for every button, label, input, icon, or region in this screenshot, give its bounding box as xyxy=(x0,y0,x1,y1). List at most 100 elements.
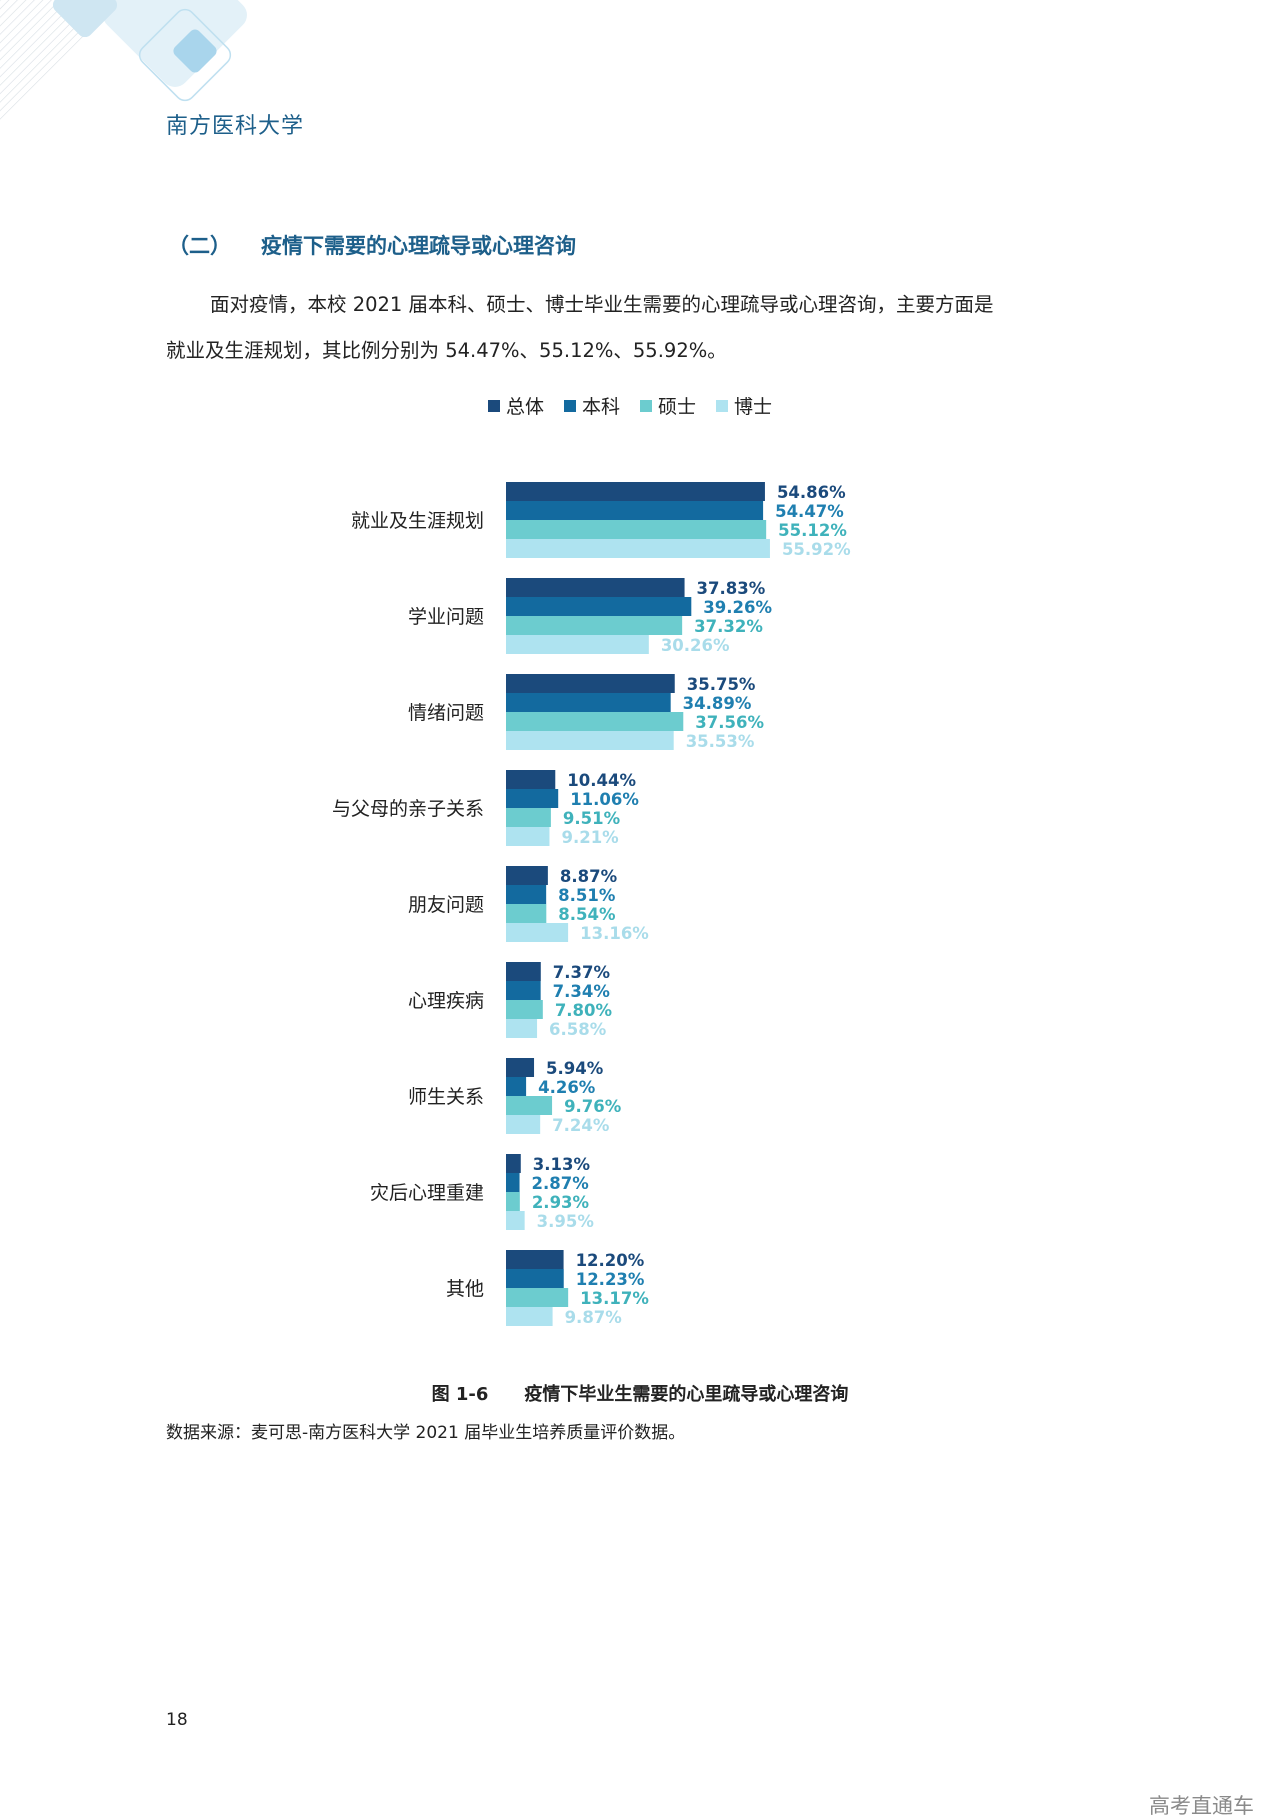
category-label: 师生关系 xyxy=(408,1086,484,1108)
bar-group: 就业及生涯规划 54.86%54.47%55.12%55.92% xyxy=(351,482,851,559)
bar-group: 师生关系 5.94%4.26%9.76%7.24% xyxy=(408,1058,622,1135)
data-label: 7.24% xyxy=(552,1116,610,1135)
data-label: 9.87% xyxy=(565,1308,623,1327)
data-label: 54.47% xyxy=(775,502,844,521)
bar-group: 灾后心理重建 3.13%2.87%2.93%3.95% xyxy=(370,1154,594,1231)
bar xyxy=(506,712,684,731)
bar xyxy=(506,520,767,539)
data-label: 2.87% xyxy=(532,1174,590,1193)
school-name: 南方医科大学 xyxy=(166,114,305,139)
legend-label: 总体 xyxy=(506,396,545,418)
bar xyxy=(506,1173,520,1192)
data-label: 55.92% xyxy=(782,540,851,559)
data-label: 7.37% xyxy=(553,963,611,982)
data-label: 37.83% xyxy=(697,579,766,598)
legend-item-overall: 总体 xyxy=(488,392,544,419)
data-label: 37.56% xyxy=(695,713,764,732)
intro-paragraph: 面对疫情，本校 2021 届本科、硕士、博士毕业生需要的心理疏导或心理咨询，主要… xyxy=(166,282,1126,374)
bar xyxy=(506,962,541,981)
data-label: 11.06% xyxy=(570,790,639,809)
section-title: 疫情下需要的心理疏导或心理咨询 xyxy=(261,234,576,258)
bar xyxy=(506,1211,525,1230)
bar xyxy=(506,885,547,904)
bar xyxy=(506,578,685,597)
data-label: 54.86% xyxy=(777,483,846,502)
bar-group: 情绪问题 35.75%34.89%37.56%35.53% xyxy=(408,674,764,751)
data-label: 35.75% xyxy=(687,675,756,694)
bar xyxy=(506,770,556,789)
legend-item-undergrad: 本科 xyxy=(564,392,620,419)
data-label: 7.80% xyxy=(555,1001,613,1020)
figure-number: 图 1-6 xyxy=(431,1384,489,1405)
legend-swatch xyxy=(564,399,577,412)
bar-group: 与父母的亲子关系 10.44%11.06%9.51%9.21% xyxy=(332,770,639,847)
data-label: 12.23% xyxy=(576,1270,645,1289)
category-label: 就业及生涯规划 xyxy=(351,510,484,532)
bar xyxy=(506,635,649,654)
bar xyxy=(506,866,548,885)
data-label: 3.13% xyxy=(533,1155,591,1174)
bar-group: 心理疾病 7.37%7.34%7.80%6.58% xyxy=(408,962,613,1039)
bar xyxy=(506,616,683,635)
category-label: 心理疾病 xyxy=(408,990,484,1012)
category-label: 灾后心理重建 xyxy=(370,1182,484,1204)
data-label: 2.93% xyxy=(532,1193,590,1212)
chart-legend: 总体 本科 硕士 博士 xyxy=(488,392,772,419)
data-label: 4.26% xyxy=(538,1078,596,1097)
bar xyxy=(506,674,675,693)
data-label: 9.21% xyxy=(561,828,619,847)
bar xyxy=(506,904,547,923)
data-label: 7.34% xyxy=(553,982,611,1001)
data-label: 35.53% xyxy=(686,732,755,751)
bar xyxy=(506,1307,553,1326)
bar xyxy=(506,501,764,520)
data-label: 8.54% xyxy=(558,905,616,924)
data-label: 39.26% xyxy=(703,598,772,617)
bar xyxy=(506,1154,521,1173)
bar xyxy=(506,1115,541,1134)
category-label: 学业问题 xyxy=(408,606,484,628)
bar xyxy=(506,539,770,558)
corner-decoration xyxy=(0,0,247,120)
data-label: 6.58% xyxy=(549,1020,607,1039)
bar xyxy=(506,1019,538,1038)
bar xyxy=(506,1288,569,1307)
bar xyxy=(506,1077,527,1096)
paragraph-line-1: 面对疫情，本校 2021 届本科、硕士、博士毕业生需要的心理疏导或心理咨询，主要… xyxy=(210,293,994,316)
figure-title: 疫情下毕业生需要的心里疏导或心理咨询 xyxy=(524,1384,849,1405)
section-heading: （二） 疫情下需要的心理疏导或心理咨询 xyxy=(168,230,576,260)
data-label: 10.44% xyxy=(567,771,636,790)
legend-swatch xyxy=(640,399,653,412)
bar xyxy=(506,981,541,1000)
legend-label: 博士 xyxy=(734,396,773,418)
bar xyxy=(506,827,550,846)
data-label: 55.12% xyxy=(778,521,847,540)
legend-label: 本科 xyxy=(582,396,621,418)
data-label: 37.32% xyxy=(694,617,763,636)
page-number: 18 xyxy=(166,1710,188,1730)
bar xyxy=(506,1096,553,1115)
bar-group: 学业问题 37.83%39.26%37.32%30.26% xyxy=(408,578,772,655)
data-source: 数据来源：麦可思-南方医科大学 2021 届毕业生培养质量评价数据。 xyxy=(166,1423,686,1443)
bar xyxy=(506,1269,564,1288)
bar xyxy=(506,1250,564,1269)
category-label: 情绪问题 xyxy=(408,702,484,724)
category-label: 朋友问题 xyxy=(408,894,484,916)
bar xyxy=(506,693,671,712)
bar xyxy=(506,731,674,750)
legend-item-doctor: 博士 xyxy=(716,392,772,419)
paragraph-line-2: 就业及生涯规划，其比例分别为 54.47%、55.12%、55.92%。 xyxy=(166,339,727,362)
legend-swatch xyxy=(716,399,729,412)
bar xyxy=(506,597,692,616)
legend-swatch xyxy=(488,399,500,412)
section-number: （二） xyxy=(168,234,231,258)
legend-item-master: 硕士 xyxy=(640,392,696,419)
data-label: 13.16% xyxy=(580,924,649,943)
data-label: 8.51% xyxy=(558,886,616,905)
data-label: 13.17% xyxy=(580,1289,649,1308)
bar xyxy=(506,1058,535,1077)
bar-group: 其他 12.20%12.23%13.17%9.87% xyxy=(446,1250,649,1327)
data-label: 8.87% xyxy=(560,867,618,886)
figure-caption: 图 1-6 疫情下毕业生需要的心里疏导或心理咨询 xyxy=(0,1380,1280,1406)
